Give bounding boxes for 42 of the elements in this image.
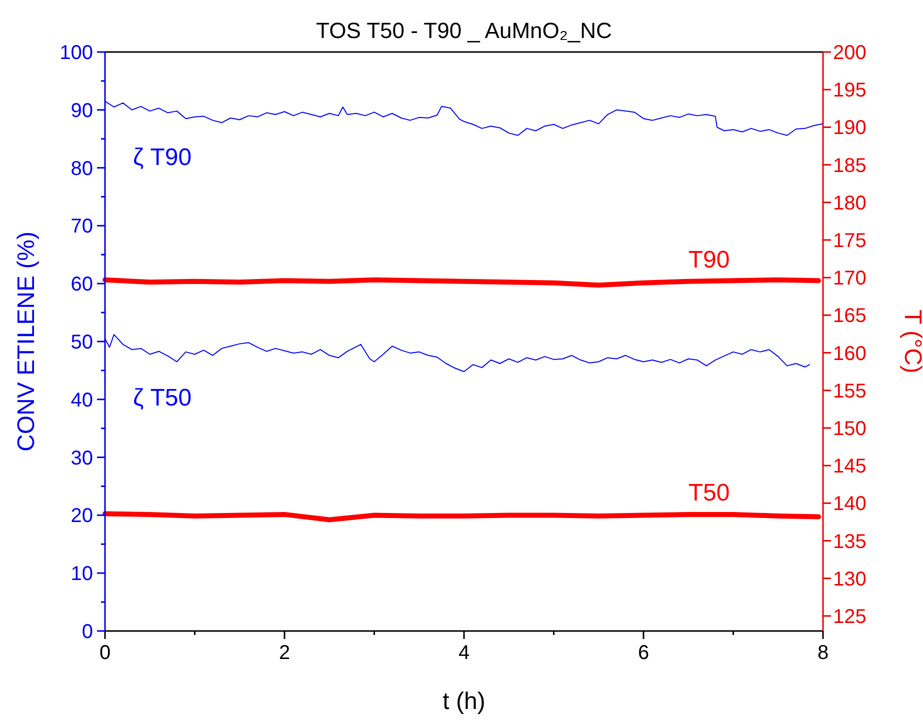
y-tick-label: 100 — [60, 42, 93, 64]
x-tick-label: 0 — [99, 642, 111, 664]
y2-tick-label: 190 — [833, 117, 866, 140]
x-axis-title: t (h) — [442, 688, 486, 715]
series-label: ζ T90 — [133, 144, 192, 172]
y-tick-label: 30 — [70, 447, 93, 470]
y2-tick-label: 195 — [833, 80, 866, 102]
y2-tick-label: 170 — [833, 268, 866, 290]
chart-title: TOS T50 - T90 _ AuMnO₂_NC — [316, 18, 612, 43]
y-tick-label: 0 — [82, 621, 93, 643]
y2-tick-label: 175 — [833, 230, 866, 252]
y2-tick-label: 200 — [833, 42, 866, 64]
y2-tick-label: 180 — [833, 192, 866, 214]
y2-tick-label: 125 — [833, 606, 866, 628]
y2-tick-label: 160 — [833, 342, 866, 365]
y-tick-label: 70 — [70, 216, 93, 238]
x-tick-label: 4 — [458, 642, 470, 664]
y2-tick-label: 130 — [833, 568, 866, 590]
line-series — [104, 100, 824, 136]
series-label: T90 — [688, 246, 730, 274]
y2-tick-label: 165 — [833, 305, 866, 328]
y-tick-label: 60 — [70, 274, 93, 296]
y-tick-label: 90 — [70, 100, 93, 122]
series-label: ζ T50 — [133, 384, 192, 412]
y-tick-label: 10 — [70, 563, 93, 586]
y2-tick-label: 145 — [833, 456, 866, 478]
y2-tick-label: 140 — [833, 493, 866, 516]
y2-tick-label: 135 — [833, 530, 866, 553]
y2-axis-title: T (°C) — [899, 310, 923, 374]
line-series — [104, 334, 810, 372]
y-axis-title: CONV ETILENE (%) — [13, 231, 40, 452]
y-tick-label: 80 — [70, 158, 93, 180]
y2-tick-label: 185 — [833, 154, 866, 177]
y-tick-label: 40 — [70, 389, 93, 412]
y2-tick-label: 155 — [833, 380, 866, 402]
y2-tick-label: 150 — [833, 418, 866, 440]
x-tick-label: 8 — [817, 642, 829, 664]
series-label: T50 — [688, 479, 730, 506]
x-tick-label: 6 — [638, 642, 650, 664]
y-tick-label: 20 — [70, 505, 93, 528]
x-tick-label: 2 — [278, 642, 290, 664]
y-tick-label: 50 — [70, 332, 93, 354]
